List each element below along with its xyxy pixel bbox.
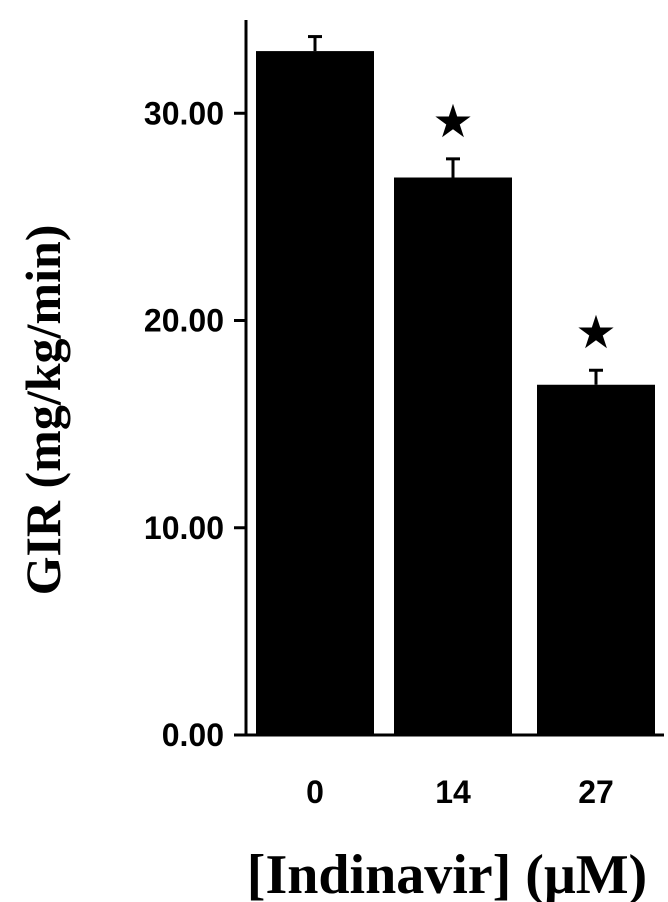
bar-14 [394,177,512,735]
bar-27 [537,384,655,735]
significance-star: ★ [432,94,473,148]
significance-star: ★ [575,305,616,359]
y-tick-label: 0.00 [162,717,224,753]
y-tick-label: 20.00 [144,303,224,339]
x-tick-label: 27 [578,774,614,810]
x-axis-title: [Indinavir] (μM) [247,844,647,902]
y-axis-title: GIR (mg/kg/min) [15,225,71,596]
y-tick-label: 30.00 [144,95,224,131]
y-tick-label: 10.00 [144,510,224,546]
x-tick-label: 14 [435,774,471,810]
bar-0 [256,51,374,735]
x-tick-label: 0 [306,774,324,810]
